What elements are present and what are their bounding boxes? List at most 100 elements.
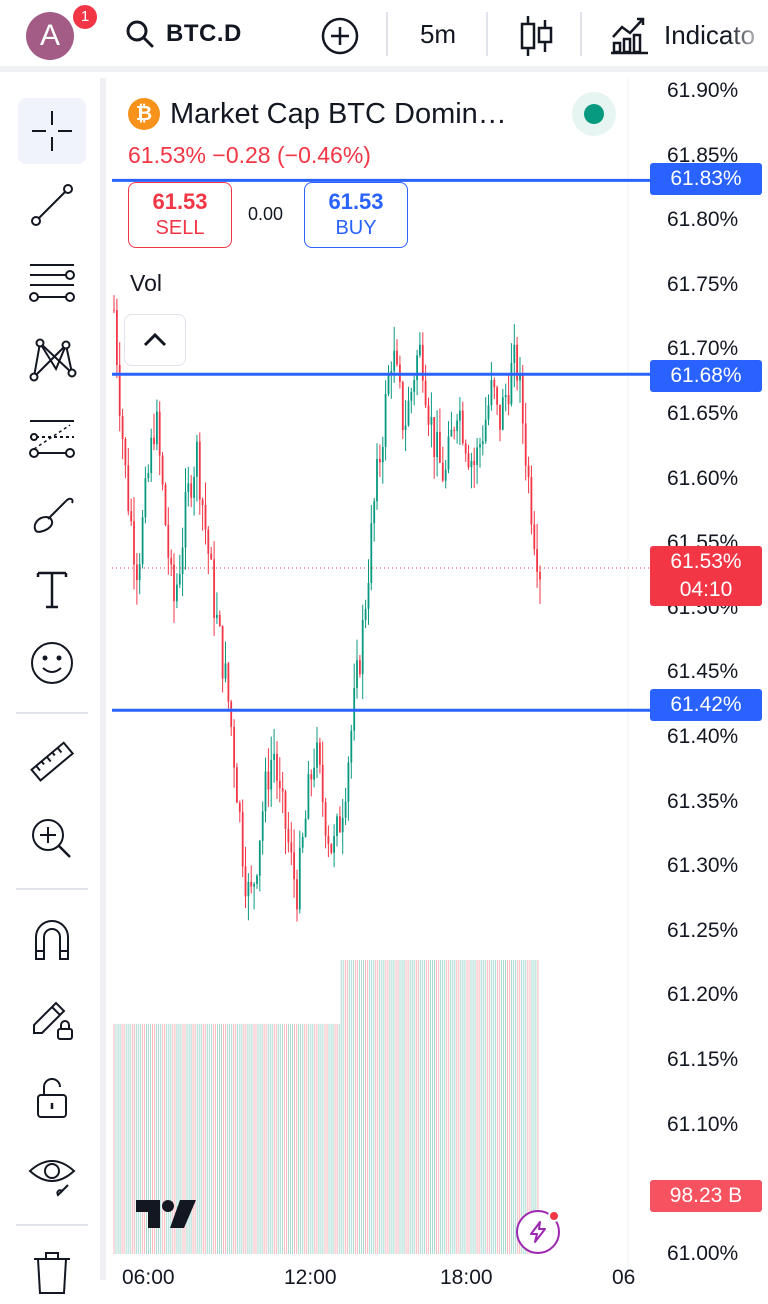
chart-pane[interactable] xyxy=(112,78,768,1280)
candle-body xyxy=(287,829,290,843)
candle-body xyxy=(136,564,138,580)
candle-body xyxy=(178,574,181,585)
search-icon xyxy=(126,20,154,48)
candle-body xyxy=(330,844,333,853)
symbol-legend[interactable]: ₿ Market Cap BTC Domin… xyxy=(128,94,507,134)
candle-body xyxy=(253,884,255,887)
avatar[interactable]: A xyxy=(26,12,74,60)
spread-value: 0.00 xyxy=(248,204,284,224)
trash-tool[interactable] xyxy=(18,1238,86,1304)
candles-icon[interactable] xyxy=(516,14,556,58)
hline-label[interactable]: 61.83% xyxy=(650,163,762,195)
price-tick: 61.80% xyxy=(667,208,739,232)
candle-body xyxy=(124,439,127,466)
candle-body xyxy=(370,523,373,583)
market-status[interactable] xyxy=(572,92,616,136)
candle-body xyxy=(427,405,430,425)
hline-label[interactable]: 61.68% xyxy=(650,360,762,392)
crosshair-icon xyxy=(32,111,72,151)
market-open-icon xyxy=(584,104,604,124)
hide-drawings-tool[interactable] xyxy=(18,1140,86,1206)
trend-line-tool[interactable] xyxy=(18,172,86,238)
candle-body xyxy=(264,771,267,812)
candle-body xyxy=(524,423,527,466)
candle-body xyxy=(244,866,247,897)
lock-icon xyxy=(37,1078,67,1118)
candle-body xyxy=(321,764,324,803)
candle-body xyxy=(487,405,490,420)
candle-body xyxy=(533,524,536,550)
text-tool[interactable] xyxy=(18,556,86,622)
candle-body xyxy=(456,420,458,431)
top-bar: A 1 BTC.D 5m Indicato xyxy=(0,0,768,72)
candle-body xyxy=(236,767,238,803)
price-chart[interactable] xyxy=(112,78,768,1280)
hline-label[interactable]: 61.42% xyxy=(650,689,762,721)
plus-circle-icon[interactable] xyxy=(320,16,360,56)
candle-body xyxy=(241,811,244,867)
candle-body xyxy=(473,460,476,465)
candle-body xyxy=(459,410,461,421)
symbol-search-button[interactable]: BTC.D xyxy=(124,14,242,54)
candle-body xyxy=(307,774,310,819)
eye-icon xyxy=(28,1160,76,1197)
chevron-up-icon xyxy=(143,332,167,347)
candle-body xyxy=(224,663,227,679)
candle-body xyxy=(461,410,464,444)
toolbar-divider xyxy=(486,12,488,56)
candle-body xyxy=(336,816,338,836)
pattern-tool[interactable] xyxy=(18,326,86,392)
lock-all-tool[interactable] xyxy=(18,1064,86,1130)
candle-body xyxy=(127,465,130,512)
candle-body xyxy=(181,547,184,575)
crosshair-tool[interactable] xyxy=(18,98,86,164)
buy-price: 61.53 xyxy=(328,189,384,214)
candle-body xyxy=(293,852,295,880)
buy-label: BUY xyxy=(335,217,377,239)
candle-body xyxy=(121,416,124,439)
magnet-tool[interactable] xyxy=(18,908,86,974)
candle-body xyxy=(516,344,518,381)
collapse-legend-button[interactable] xyxy=(124,314,186,366)
candle-body xyxy=(170,557,173,565)
candle-body xyxy=(521,374,524,424)
candle-body xyxy=(496,387,498,405)
text-icon xyxy=(36,571,68,609)
emoji-tool[interactable] xyxy=(18,630,86,696)
candle-body xyxy=(407,400,410,426)
sell-button[interactable]: 61.53 SELL xyxy=(128,182,232,248)
candle-body xyxy=(313,767,315,780)
candle-body xyxy=(216,614,218,618)
sell-label: SELL xyxy=(155,217,205,239)
price-tick: 61.60% xyxy=(667,466,739,490)
price-tick: 61.15% xyxy=(667,1048,739,1071)
candle-body xyxy=(184,492,187,548)
brush-icon xyxy=(33,497,74,533)
fib-tool[interactable] xyxy=(18,250,86,316)
candle-body xyxy=(464,443,467,454)
tradingview-logo[interactable] xyxy=(134,1196,200,1232)
interval-button[interactable]: 5m xyxy=(419,19,457,49)
candle-body xyxy=(164,484,167,525)
indicators-button[interactable]: Indicato xyxy=(610,12,768,58)
lock-drawing-tool[interactable] xyxy=(18,986,86,1052)
volume-legend[interactable]: Vol xyxy=(130,270,162,296)
ruler-tool[interactable] xyxy=(18,730,86,796)
candle-body xyxy=(258,840,261,876)
bitcoin-logo-icon: ₿ xyxy=(128,98,160,130)
symbol-name: BTC.D xyxy=(166,20,242,47)
candle-body xyxy=(381,446,384,463)
candle-body xyxy=(316,742,318,768)
zoom-tool[interactable] xyxy=(18,806,86,872)
buy-button[interactable]: 61.53 BUY xyxy=(304,182,408,248)
candle-body xyxy=(413,380,416,392)
candle-body xyxy=(384,393,387,447)
brush-tool[interactable] xyxy=(18,480,86,546)
forecast-tool[interactable] xyxy=(18,404,86,470)
ruler-icon xyxy=(30,741,75,782)
time-tick: 06 xyxy=(612,1266,636,1289)
candle-body xyxy=(419,344,421,356)
candle-body xyxy=(379,459,381,463)
price-tick: 61.20% xyxy=(667,983,739,1007)
price-tick: 61.70% xyxy=(667,337,739,361)
